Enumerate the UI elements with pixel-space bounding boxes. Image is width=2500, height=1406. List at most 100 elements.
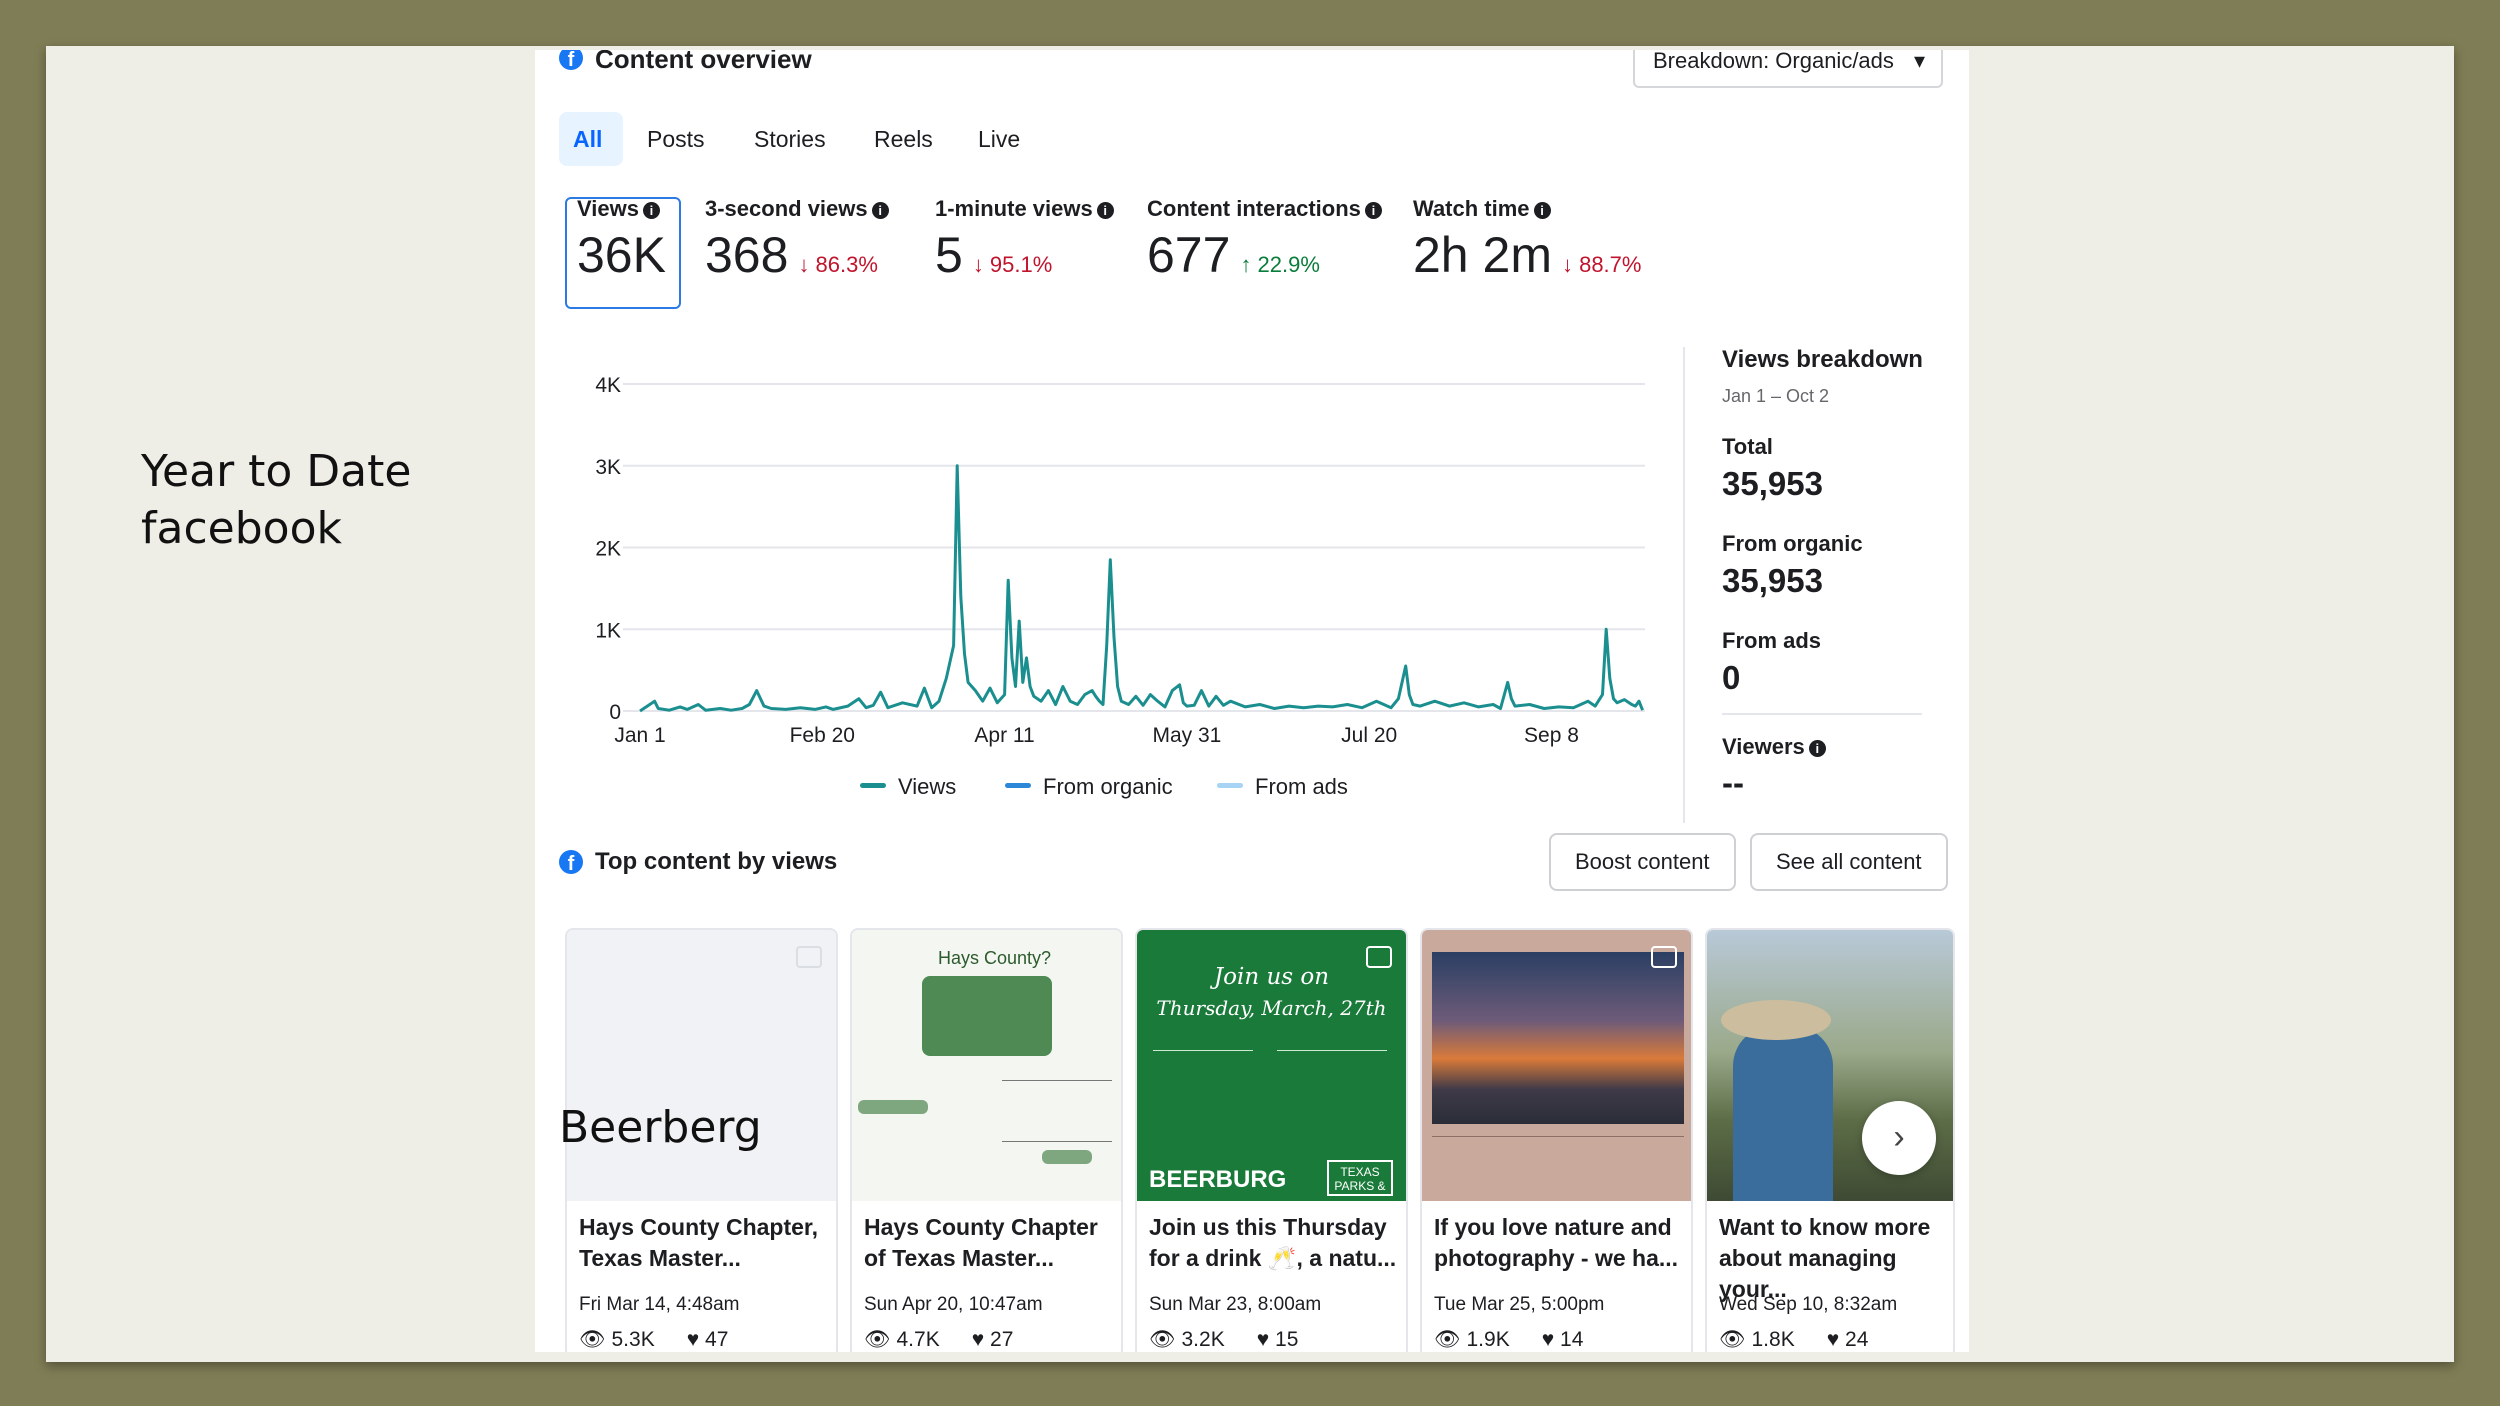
likes-stat: ♥ 14 bbox=[1542, 1328, 1584, 1351]
y-tick-label: 1K bbox=[595, 619, 621, 642]
boost-content-button[interactable]: Boost content bbox=[1549, 833, 1736, 891]
legend-swatch bbox=[860, 783, 886, 788]
card-date: Sun Apr 20, 10:47am bbox=[864, 1294, 1043, 1315]
content-card[interactable]: If you love nature and photography - we … bbox=[1420, 928, 1693, 1352]
info-icon[interactable]: i bbox=[1808, 740, 1826, 757]
views-stat: 👁 1.9K bbox=[1434, 1328, 1510, 1351]
legend-swatch bbox=[1005, 783, 1031, 788]
thumbnail-caption bbox=[1432, 1136, 1684, 1193]
views-count: 4.7K bbox=[896, 1328, 940, 1351]
x-tick-label: May 31 bbox=[1152, 724, 1221, 747]
likes-count: 47 bbox=[705, 1328, 729, 1351]
metric-label: 3-second views bbox=[705, 196, 868, 221]
total-label: Total bbox=[1722, 434, 1773, 459]
metric-change: ↓ 86.3% bbox=[798, 252, 878, 277]
x-tick-label: Apr 11 bbox=[974, 724, 1034, 747]
breakdown-select-value: Breakdown: Organic/ads bbox=[1653, 50, 1894, 73]
legend-item-views[interactable]: Views bbox=[860, 774, 956, 800]
info-icon[interactable]: i bbox=[1096, 202, 1114, 219]
y-tick-label: 4K bbox=[595, 374, 621, 397]
content-card[interactable]: Hays County? Hays County Chapter of Texa… bbox=[850, 928, 1123, 1352]
card-date: Tue Mar 25, 5:00pm bbox=[1434, 1294, 1605, 1315]
card-title: Join us this Thursday for a drink 🥂, a n… bbox=[1149, 1214, 1397, 1271]
legend-item-ads[interactable]: From ads bbox=[1217, 774, 1348, 800]
thumbnail-tag bbox=[858, 1100, 928, 1114]
info-icon[interactable]: i bbox=[1533, 202, 1551, 219]
organic-value: 35,953 bbox=[1722, 562, 1823, 599]
legend-item-organic[interactable]: From organic bbox=[1005, 774, 1173, 800]
eye-icon: 👁 bbox=[1719, 1328, 1752, 1351]
series-line-views bbox=[639, 464, 1644, 713]
thumbnail-details bbox=[1153, 1050, 1253, 1141]
card-date: Wed Sep 10, 8:32am bbox=[1719, 1294, 1898, 1315]
slide-title: Year to Date facebook bbox=[141, 443, 411, 557]
image-type-icon bbox=[1366, 946, 1392, 968]
metric-label: Watch time bbox=[1413, 196, 1530, 221]
likes-count: 14 bbox=[1560, 1328, 1584, 1351]
tab-all[interactable]: All bbox=[559, 112, 623, 166]
card-stats: 👁 5.3K ♥ 47 bbox=[579, 1328, 728, 1352]
breakdown-divider bbox=[1683, 347, 1685, 823]
legend-swatch bbox=[1217, 783, 1243, 788]
total-value: 35,953 bbox=[1722, 465, 1823, 502]
facebook-logo-icon: f bbox=[559, 50, 583, 70]
metric-change: ↑ 22.9% bbox=[1240, 252, 1320, 277]
legend-label: Views bbox=[898, 774, 957, 799]
viewers-label-text: Viewers bbox=[1722, 734, 1805, 759]
metric-value: 36K bbox=[577, 227, 666, 283]
likes-stat: ♥ 47 bbox=[687, 1328, 729, 1351]
likes-count: 24 bbox=[1845, 1328, 1869, 1351]
likes-stat: ♥ 24 bbox=[1827, 1328, 1869, 1351]
views-breakdown-title: Views breakdown bbox=[1722, 346, 1923, 373]
views-stat: 👁 3.2K bbox=[1149, 1328, 1225, 1351]
post-thumbnail bbox=[567, 930, 836, 1201]
metric-value: 368 bbox=[705, 227, 789, 283]
breakdown-separator bbox=[1722, 713, 1922, 715]
metric-1-minute-views[interactable]: 1-minute views i 5 ↓ 95.1% bbox=[935, 196, 1114, 284]
breakdown-select[interactable]: Breakdown: Organic/ads ▾ bbox=[1633, 50, 1943, 88]
metric-watch-time[interactable]: Watch time i 2h 2m ↓ 88.7% bbox=[1413, 196, 1641, 284]
content-card[interactable]: Hays County Chapter, Texas Master... Fri… bbox=[565, 928, 838, 1352]
content-card[interactable]: Join us on Thursday, March, 27th BEERBUR… bbox=[1135, 928, 1408, 1352]
ads-label: From ads bbox=[1722, 628, 1822, 653]
x-tick-label: Jan 1 bbox=[614, 724, 665, 747]
tab-stories[interactable]: Stories bbox=[754, 126, 826, 152]
tab-reels[interactable]: Reels bbox=[874, 126, 933, 152]
thumbnail-details bbox=[1277, 1050, 1387, 1141]
views-stat: 👁 5.3K bbox=[579, 1328, 655, 1351]
storm-photo bbox=[1432, 952, 1684, 1124]
eye-icon: 👁 bbox=[864, 1328, 897, 1351]
heart-icon: ♥ bbox=[686, 1328, 706, 1351]
tab-live[interactable]: Live bbox=[978, 126, 1021, 152]
views-stat: 👁 4.7K bbox=[864, 1328, 940, 1351]
metric-change: ↓ 88.7% bbox=[1561, 252, 1642, 277]
facebook-logo-icon: f bbox=[559, 850, 583, 874]
post-thumbnail: Hays County? bbox=[852, 930, 1121, 1201]
metric-3-second-views[interactable]: 3-second views i 368 ↓ 86.3% bbox=[705, 196, 889, 284]
metric-label: Content interactions bbox=[1147, 196, 1361, 221]
views-count: 1.9K bbox=[1466, 1328, 1510, 1351]
likes-count: 27 bbox=[990, 1328, 1014, 1351]
info-icon[interactable]: i bbox=[1364, 202, 1382, 219]
card-date: Sun Mar 23, 8:00am bbox=[1149, 1294, 1322, 1315]
card-stats: 👁 4.7K ♥ 27 bbox=[864, 1328, 1013, 1352]
carousel-next-button[interactable]: › bbox=[1862, 1101, 1936, 1175]
likes-stat: ♥ 27 bbox=[972, 1328, 1014, 1351]
heart-icon: ♥ bbox=[1256, 1328, 1276, 1351]
views-line-chart: 0 1K 2K 3K 4K Jan 1 Feb 20 Apr 11 May 31 Jul 20 S… bbox=[595, 374, 1645, 747]
info-icon[interactable]: i bbox=[871, 202, 889, 219]
chevron-right-icon: › bbox=[1893, 1118, 1905, 1156]
thumbnail-line1: Join us on bbox=[1213, 964, 1330, 990]
eye-icon: 👁 bbox=[579, 1328, 612, 1351]
metric-views[interactable]: Views i 36K bbox=[577, 196, 666, 284]
slide-title-line1: Year to Date bbox=[141, 446, 412, 497]
info-icon[interactable]: i bbox=[642, 202, 660, 219]
views-metric-selected-border[interactable] bbox=[565, 197, 681, 309]
metric-content-interactions[interactable]: Content interactions i 677 ↑ 22.9% bbox=[1147, 196, 1382, 284]
thumbnail-tag bbox=[1042, 1150, 1092, 1164]
slide-title-line2: facebook bbox=[141, 503, 342, 554]
tab-posts[interactable]: Posts bbox=[647, 126, 705, 152]
see-all-content-button[interactable]: See all content bbox=[1750, 833, 1948, 891]
metric-value: 2h 2m bbox=[1413, 227, 1552, 283]
thumbnail-badge: TEXAS PARKS & bbox=[1327, 1160, 1393, 1196]
